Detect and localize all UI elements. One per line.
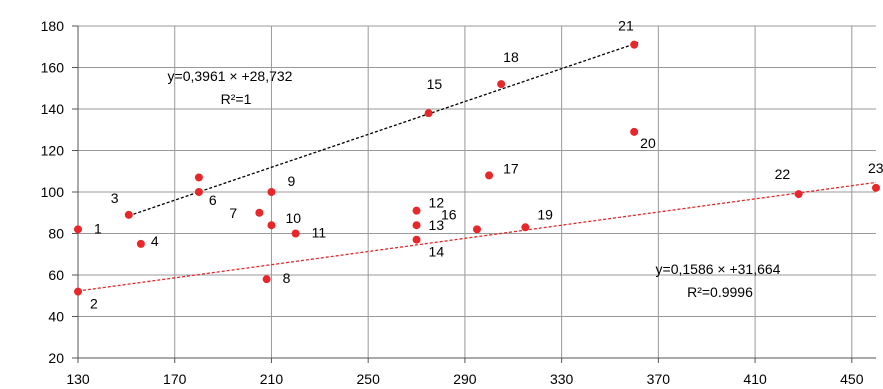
data-point-10: [267, 221, 276, 230]
y-tick-label: 180: [41, 18, 65, 34]
data-points: [74, 40, 880, 296]
point-label-16: 16: [441, 206, 457, 222]
point-label-1: 1: [94, 220, 102, 236]
point-label-7: 7: [229, 205, 237, 221]
axes: [72, 25, 876, 363]
data-point-13: [412, 221, 421, 230]
point-label-17: 17: [503, 160, 519, 176]
data-point-20: [630, 127, 639, 136]
x-tick-label: 410: [743, 371, 767, 387]
data-point-14: [412, 235, 421, 244]
x-tick-label: 370: [647, 371, 671, 387]
point-label-3: 3: [111, 190, 119, 206]
trend2-r2: R²=0.9996: [687, 284, 753, 300]
trend2-equation: y=0,1586 × +31,664: [656, 261, 781, 277]
point-label-20: 20: [640, 135, 656, 151]
y-tick-label: 40: [48, 309, 64, 325]
point-label-4: 4: [151, 233, 159, 249]
gridlines: [77, 25, 876, 359]
point-label-10: 10: [285, 210, 301, 226]
data-point-18: [497, 80, 506, 89]
data-point-4: [136, 239, 145, 248]
x-tick-label: 130: [66, 371, 90, 387]
point-label-21: 21: [618, 18, 634, 34]
data-point-21: [630, 40, 639, 49]
data-point-1: [74, 225, 82, 234]
data-point-11: [291, 229, 300, 238]
point-label-2: 2: [90, 296, 98, 312]
x-tick-label: 210: [260, 371, 284, 387]
data-point-9: [267, 188, 276, 196]
data-point-22: [794, 190, 803, 199]
trendlines: [77, 41, 877, 292]
point-label-15: 15: [427, 76, 443, 92]
data-point-23: [872, 183, 880, 192]
data-point-2: [74, 287, 82, 296]
point-label-18: 18: [503, 49, 519, 65]
point-label-23: 23: [868, 160, 883, 176]
y-tick-label: 140: [41, 101, 65, 117]
x-tick-label: 250: [357, 371, 381, 387]
y-tick-label: 120: [41, 143, 65, 159]
point-label-19: 19: [537, 206, 553, 222]
data-point-8: [262, 275, 271, 284]
y-tick-label: 80: [48, 226, 64, 242]
point-label-8: 8: [283, 270, 291, 286]
point-label-11: 11: [312, 225, 327, 241]
data-point-5: [194, 173, 203, 182]
x-tick-label: 170: [163, 371, 187, 387]
point-label-6: 6: [209, 192, 217, 208]
data-point-16: [473, 225, 481, 234]
data-point-12: [412, 206, 421, 215]
point-label-9: 9: [287, 173, 295, 189]
data-point-15: [424, 109, 433, 118]
data-point-3: [124, 210, 133, 219]
data-point-19: [521, 223, 530, 232]
data-point-6: [194, 188, 203, 196]
trend1-r2: R²=1: [221, 91, 252, 107]
y-tick-label: 160: [41, 60, 65, 76]
point-label-12: 12: [429, 195, 445, 211]
data-point-17: [485, 171, 494, 180]
trendline-equations: y=0,3961 × +28,732 R²=1 y=0,1586 × +31,6…: [168, 68, 781, 300]
trendline-2: [77, 181, 877, 292]
x-tick-label: 290: [453, 371, 477, 387]
x-tick-label: 450: [840, 371, 864, 387]
y-tick-label: 100: [41, 184, 65, 200]
data-point-7: [255, 208, 264, 217]
tick-labels: 130 170 210 250 290 330 370 410 4502040608010012…: [41, 18, 864, 387]
point-label-14: 14: [429, 244, 445, 260]
x-tick-label: 330: [550, 371, 574, 387]
trend1-equation: y=0,3961 × +28,732: [168, 68, 293, 84]
y-tick-label: 20: [48, 350, 64, 366]
point-label-22: 22: [775, 166, 791, 182]
y-tick-label: 60: [48, 267, 64, 283]
point-label-13: 13: [429, 217, 445, 233]
